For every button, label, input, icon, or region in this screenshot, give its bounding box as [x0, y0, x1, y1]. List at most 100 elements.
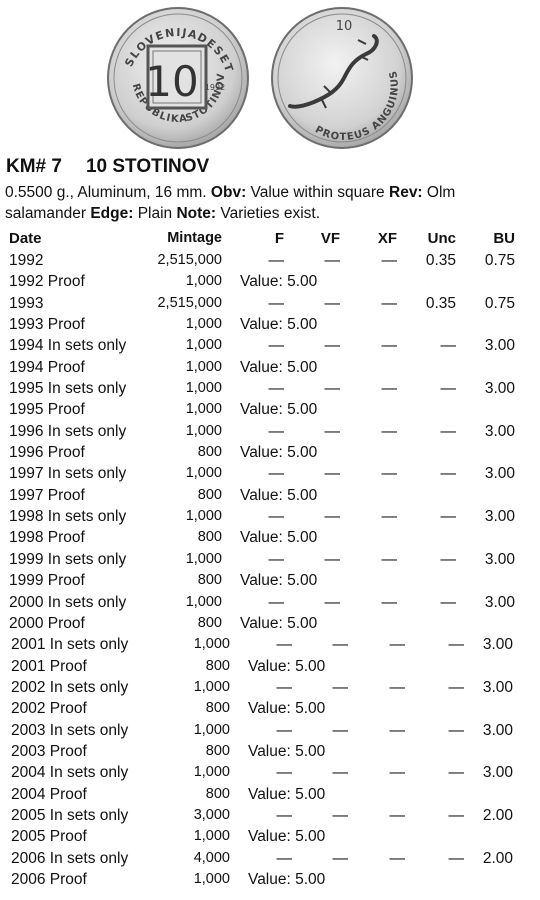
- cell-vf: —: [324, 294, 341, 312]
- cell-f: —: [268, 550, 285, 568]
- cell-mintage: 1,000: [193, 764, 230, 781]
- cell-date: 1993: [9, 294, 44, 312]
- cell-f: —: [276, 678, 293, 696]
- cell-unc: —: [448, 721, 465, 739]
- cell-date: 2000 Proof: [9, 614, 85, 632]
- cell-mintage: 1,000: [185, 316, 222, 333]
- catalog-title: KM# 7 10 STOTINOV: [6, 156, 209, 178]
- cell-xf: —: [389, 636, 406, 654]
- table-row: 1995 In sets only 1,000 — — — — 3.00: [0, 378, 540, 399]
- cell-date: 1997 Proof: [9, 486, 85, 504]
- cell-xf: —: [381, 337, 398, 355]
- cell-mintage: 3,000: [193, 806, 230, 823]
- cell-mintage: 2,515,000: [157, 294, 222, 311]
- header-date: Date: [9, 230, 42, 247]
- edge-label: Edge:: [90, 205, 134, 222]
- cell-proof-value: Value: 5.00: [240, 358, 318, 376]
- coin-name: 10 STOTINOV: [85, 156, 210, 177]
- table-row: 2005 Proof 1,000 Value: 5.00: [0, 826, 540, 847]
- table-row: 1992 2,515,000 — — — 0.35 0.75: [0, 250, 540, 271]
- cell-mintage: 1,000: [185, 337, 222, 354]
- obv-label: Obv:: [210, 184, 247, 201]
- cell-vf: —: [332, 721, 349, 739]
- cell-proof-value: Value: 5.00: [240, 401, 318, 419]
- note-label: Note:: [176, 205, 217, 222]
- table-row: 2006 Proof 1,000 Value: 5.00: [0, 869, 540, 890]
- km-number: KM# 7: [6, 156, 62, 177]
- cell-xf: —: [381, 465, 398, 483]
- cell-date: 2006 In sets only: [11, 849, 129, 867]
- cell-xf: —: [381, 593, 398, 611]
- table-row: 1999 In sets only 1,000 — — — — 3.00: [0, 549, 540, 570]
- cell-unc: —: [440, 337, 457, 355]
- cell-bu: 3.00: [484, 550, 515, 568]
- cell-vf: —: [324, 508, 341, 526]
- cell-date: 2000 In sets only: [9, 593, 127, 611]
- table-row: 1996 Proof 800 Value: 5.00: [0, 442, 540, 463]
- cell-date: 2003 In sets only: [11, 721, 129, 739]
- cell-date: 2004 In sets only: [11, 764, 129, 782]
- cell-f: —: [268, 294, 285, 312]
- coin-images: SLOVENIJA DESET REPUBLIKA STOTINOV 10 19…: [0, 0, 540, 155]
- table-row: 1996 In sets only 1,000 — — — — 3.00: [0, 421, 540, 442]
- cell-vf: —: [324, 593, 341, 611]
- cell-vf: —: [324, 337, 341, 355]
- cell-xf: —: [381, 550, 398, 568]
- cell-mintage: 800: [197, 572, 222, 589]
- cell-xf: —: [389, 764, 406, 782]
- cell-vf: —: [324, 465, 341, 483]
- header-xf: XF: [377, 230, 397, 247]
- coin-reverse-image: 10 PROTEUS ANGUINUS: [271, 7, 413, 149]
- cell-mintage: 1,000: [193, 870, 230, 887]
- cell-mintage: 4,000: [193, 849, 230, 866]
- cell-mintage: 1,000: [185, 273, 222, 290]
- header-mintage: Mintage: [167, 230, 222, 246]
- cell-bu: 3.00: [484, 337, 515, 355]
- header-f: F: [274, 230, 284, 247]
- cell-date: 1997 In sets only: [9, 465, 127, 483]
- cell-unc: —: [440, 422, 457, 440]
- table-row: 2002 In sets only 1,000 — — — — 3.00: [0, 677, 540, 698]
- cell-f: —: [276, 806, 293, 824]
- cell-bu: 3.00: [482, 636, 513, 654]
- cell-mintage: 800: [197, 486, 222, 503]
- cell-bu: 2.00: [482, 806, 513, 824]
- note-text: Varieties exist.: [220, 205, 321, 222]
- cell-mintage: 1,000: [185, 358, 222, 375]
- table-body: 1992 2,515,000 — — — 0.35 0.75 1992 Proof 1,000 V…: [0, 250, 540, 890]
- cell-mintage: 1,000: [185, 550, 222, 567]
- cell-vf: —: [324, 380, 341, 398]
- cell-mintage: 1,000: [185, 593, 222, 610]
- cell-mintage: 1,000: [185, 465, 222, 482]
- cell-vf: —: [332, 764, 349, 782]
- cell-mintage: 2,515,000: [157, 252, 222, 268]
- edge-text: Plain: [137, 205, 173, 222]
- cell-unc: —: [448, 764, 465, 782]
- table-row: 1994 Proof 1,000 Value: 5.00: [0, 357, 540, 378]
- cell-mintage: 1,000: [193, 678, 230, 695]
- cell-f: —: [276, 764, 293, 782]
- cell-date: 1998 In sets only: [9, 508, 127, 526]
- cell-unc: —: [448, 849, 465, 867]
- cell-date: 2001 Proof: [11, 657, 87, 675]
- table-header: Date Mintage F VF XF Unc BU: [0, 228, 540, 250]
- cell-date: 2005 In sets only: [11, 806, 129, 824]
- rev-value: 10: [336, 19, 353, 34]
- cell-date: 1999 Proof: [9, 572, 85, 590]
- cell-proof-value: Value: 5.00: [248, 785, 326, 803]
- cell-bu: 3.00: [482, 678, 513, 696]
- cell-unc: —: [448, 636, 465, 654]
- cell-proof-value: Value: 5.00: [248, 700, 326, 718]
- cell-date: 1998 Proof: [9, 529, 85, 547]
- coin-description: 0.5500 g., Aluminum, 16 mm. Obv: Value w…: [5, 182, 535, 224]
- cell-vf: —: [324, 550, 341, 568]
- cell-bu: 3.00: [482, 721, 513, 739]
- rev-text: Olm salamander: [5, 184, 456, 222]
- cell-proof-value: Value: 5.00: [240, 614, 318, 632]
- cell-mintage: 800: [205, 785, 230, 802]
- table-row: 2003 In sets only 1,000 — — — — 3.00: [0, 720, 540, 741]
- cell-date: 1993 Proof: [9, 316, 85, 334]
- cell-date: 1995 Proof: [9, 401, 85, 419]
- header-bu: BU: [493, 230, 515, 247]
- cell-f: —: [276, 636, 293, 654]
